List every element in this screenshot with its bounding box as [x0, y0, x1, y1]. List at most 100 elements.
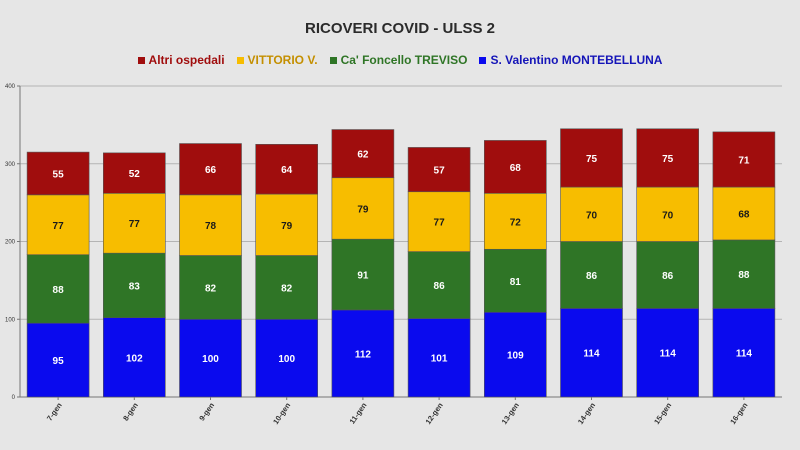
- data-label: 112: [355, 349, 372, 360]
- chart-title: RICOVERI COVID - ULSS 2: [304, 20, 496, 37]
- bar-segment: [26, 151, 90, 196]
- y-tick-label: 400: [5, 84, 16, 90]
- data-label: 86: [434, 281, 446, 292]
- bar-segment: [407, 251, 471, 319]
- x-tick-label: 14-gen: [576, 401, 597, 426]
- data-label: 70: [586, 210, 598, 221]
- data-label: 52: [129, 169, 141, 180]
- bar-segment: [483, 311, 547, 398]
- legend-item: Ca' Foncello TREVISO: [329, 53, 468, 67]
- bar-segment: [103, 192, 166, 254]
- data-label: 77: [434, 218, 446, 229]
- bar-segment: [636, 241, 700, 309]
- bar-segment: [331, 177, 395, 240]
- x-tick-label: 9-gen: [197, 401, 216, 423]
- x-tick-label: 16-gen: [728, 401, 749, 426]
- bar-segment: [26, 254, 90, 324]
- bar-segment: [560, 308, 623, 398]
- bar-segment: [483, 248, 547, 313]
- bar-segment: [103, 317, 166, 398]
- bar-segment: [255, 144, 318, 195]
- data-label: 57: [434, 166, 446, 177]
- bar-segment: [407, 318, 471, 398]
- bar-segment: [331, 309, 395, 398]
- bar-segment: [712, 308, 776, 398]
- data-label: 78: [205, 221, 217, 232]
- bar-segment: [636, 128, 700, 188]
- bar-segment: [636, 308, 700, 398]
- data-label: 64: [281, 165, 293, 176]
- bar-segment: [255, 318, 318, 398]
- legend-swatch: [329, 56, 337, 64]
- bar-segment: [712, 186, 776, 241]
- bar-segment: [255, 255, 318, 320]
- x-tick-label: 7-gen: [45, 401, 64, 423]
- legend-label: Ca' Foncello TREVISO: [340, 53, 468, 67]
- bar-segment: [560, 241, 623, 309]
- data-label: 114: [660, 349, 677, 360]
- bar-segment: [636, 186, 700, 242]
- data-label: 88: [738, 270, 750, 281]
- legend: Altri ospedali VITTORIO V. Ca' Foncello TR…: [0, 53, 800, 67]
- bar-segment: [560, 186, 623, 242]
- bar-segment: [407, 191, 471, 252]
- bar-segment: [483, 140, 547, 194]
- data-label: 95: [53, 356, 65, 367]
- legend-swatch: [236, 56, 244, 64]
- legend-label: S. Valentino MONTEBELLUNA: [490, 53, 663, 67]
- data-label: 62: [357, 150, 369, 161]
- legend-item: S. Valentino MONTEBELLUNA: [479, 53, 662, 67]
- data-label: 81: [510, 277, 522, 288]
- bar-segment: [179, 255, 242, 320]
- data-label: 88: [53, 285, 65, 296]
- data-label: 91: [357, 271, 369, 282]
- data-label: 77: [129, 219, 141, 230]
- bar-segment: [26, 322, 90, 398]
- legend-label: Altri ospedali: [148, 53, 225, 67]
- bar-segment: [179, 318, 242, 398]
- data-label: 100: [202, 354, 219, 365]
- legend-swatch: [479, 56, 487, 64]
- bar-segment: [179, 194, 242, 256]
- data-label: 75: [586, 154, 598, 165]
- data-label: 77: [53, 221, 65, 232]
- x-tick-label: 13-gen: [500, 401, 521, 426]
- y-tick-label: 0: [12, 395, 16, 401]
- data-label: 86: [586, 271, 598, 282]
- legend-item: VITTORIO V.: [236, 53, 318, 67]
- bar-segment: [331, 129, 395, 179]
- bar-segment: [179, 143, 242, 196]
- x-tick-label: 12-gen: [423, 401, 444, 426]
- legend-swatch: [137, 56, 145, 64]
- data-label: 102: [126, 353, 143, 364]
- bar-segment: [255, 193, 318, 256]
- data-label: 101: [431, 354, 448, 365]
- data-label: 68: [510, 163, 522, 174]
- data-label: 79: [357, 204, 369, 215]
- data-label: 68: [738, 210, 750, 221]
- data-label: 83: [129, 281, 141, 292]
- y-tick-label: 100: [5, 317, 16, 323]
- data-label: 82: [205, 283, 217, 294]
- data-label: 109: [507, 351, 524, 362]
- data-label: 100: [278, 354, 295, 365]
- data-label: 114: [583, 349, 600, 360]
- data-label: 70: [662, 210, 674, 221]
- data-label: 79: [281, 221, 293, 232]
- bar-segment: [103, 252, 166, 318]
- bar-segment: [407, 147, 471, 193]
- data-label: 66: [205, 165, 217, 176]
- data-label: 86: [662, 271, 674, 282]
- legend-label: VITTORIO V.: [247, 53, 318, 67]
- data-label: 55: [53, 169, 65, 180]
- data-label: 72: [510, 217, 522, 228]
- y-tick-label: 300: [5, 162, 16, 168]
- x-tick-label: 15-gen: [652, 401, 673, 426]
- data-label: 114: [736, 349, 753, 360]
- data-label: 82: [281, 283, 293, 294]
- x-tick-label: 8-gen: [121, 401, 140, 423]
- legend-item: Altri ospedali: [137, 53, 225, 67]
- bar-segment: [483, 192, 547, 250]
- bar-segment: [103, 152, 166, 194]
